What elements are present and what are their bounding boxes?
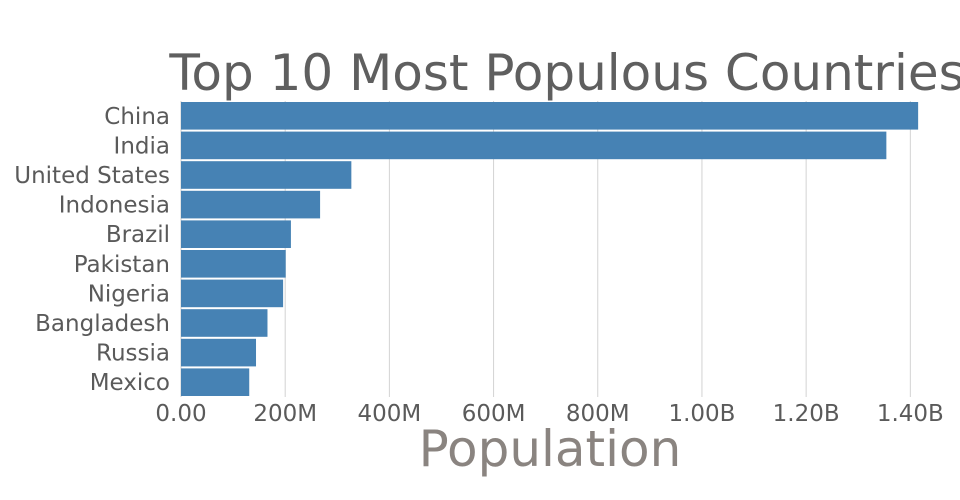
category-labels: China India United States Indonesia Brazil Pa… (14, 104, 170, 396)
category-label: Nigeria (88, 281, 170, 307)
bar-india (181, 131, 887, 160)
bar-china (181, 102, 919, 130)
chart-title: Top 10 Most Populous Countries (168, 44, 960, 102)
x-tick-label: 800M (566, 401, 630, 427)
category-label: United States (14, 163, 170, 189)
category-label: Russia (96, 341, 170, 367)
bar-nigeria (181, 279, 284, 308)
x-tick-label: 1.40B (877, 401, 944, 427)
x-tick-label: 1.00B (668, 401, 735, 427)
bar-united-states (181, 161, 352, 189)
category-label: China (104, 104, 170, 130)
x-tick-label: 0.00 (155, 401, 206, 427)
x-tick-labels: 0.00 200M 400M 600M 800M 1.00B 1.20B 1.40B (155, 401, 943, 427)
category-label: India (114, 133, 170, 159)
category-label: Pakistan (74, 252, 170, 278)
bar-bangladesh (181, 309, 268, 337)
bar-indonesia (181, 190, 321, 219)
bar-mexico (181, 368, 250, 396)
x-tick-label: 600M (462, 401, 526, 427)
category-label: Mexico (90, 370, 170, 396)
x-axis-label: Population (419, 420, 682, 478)
category-label: Bangladesh (35, 311, 170, 337)
bar-pakistan (181, 250, 286, 278)
bar-brazil (181, 220, 291, 248)
bar-russia (181, 338, 257, 367)
category-label: Indonesia (59, 193, 170, 219)
bars (181, 102, 919, 396)
x-tick-label: 400M (358, 401, 422, 427)
x-tick-label: 1.20B (773, 401, 840, 427)
category-label: Brazil (106, 222, 170, 248)
x-tick-label: 200M (253, 401, 317, 427)
